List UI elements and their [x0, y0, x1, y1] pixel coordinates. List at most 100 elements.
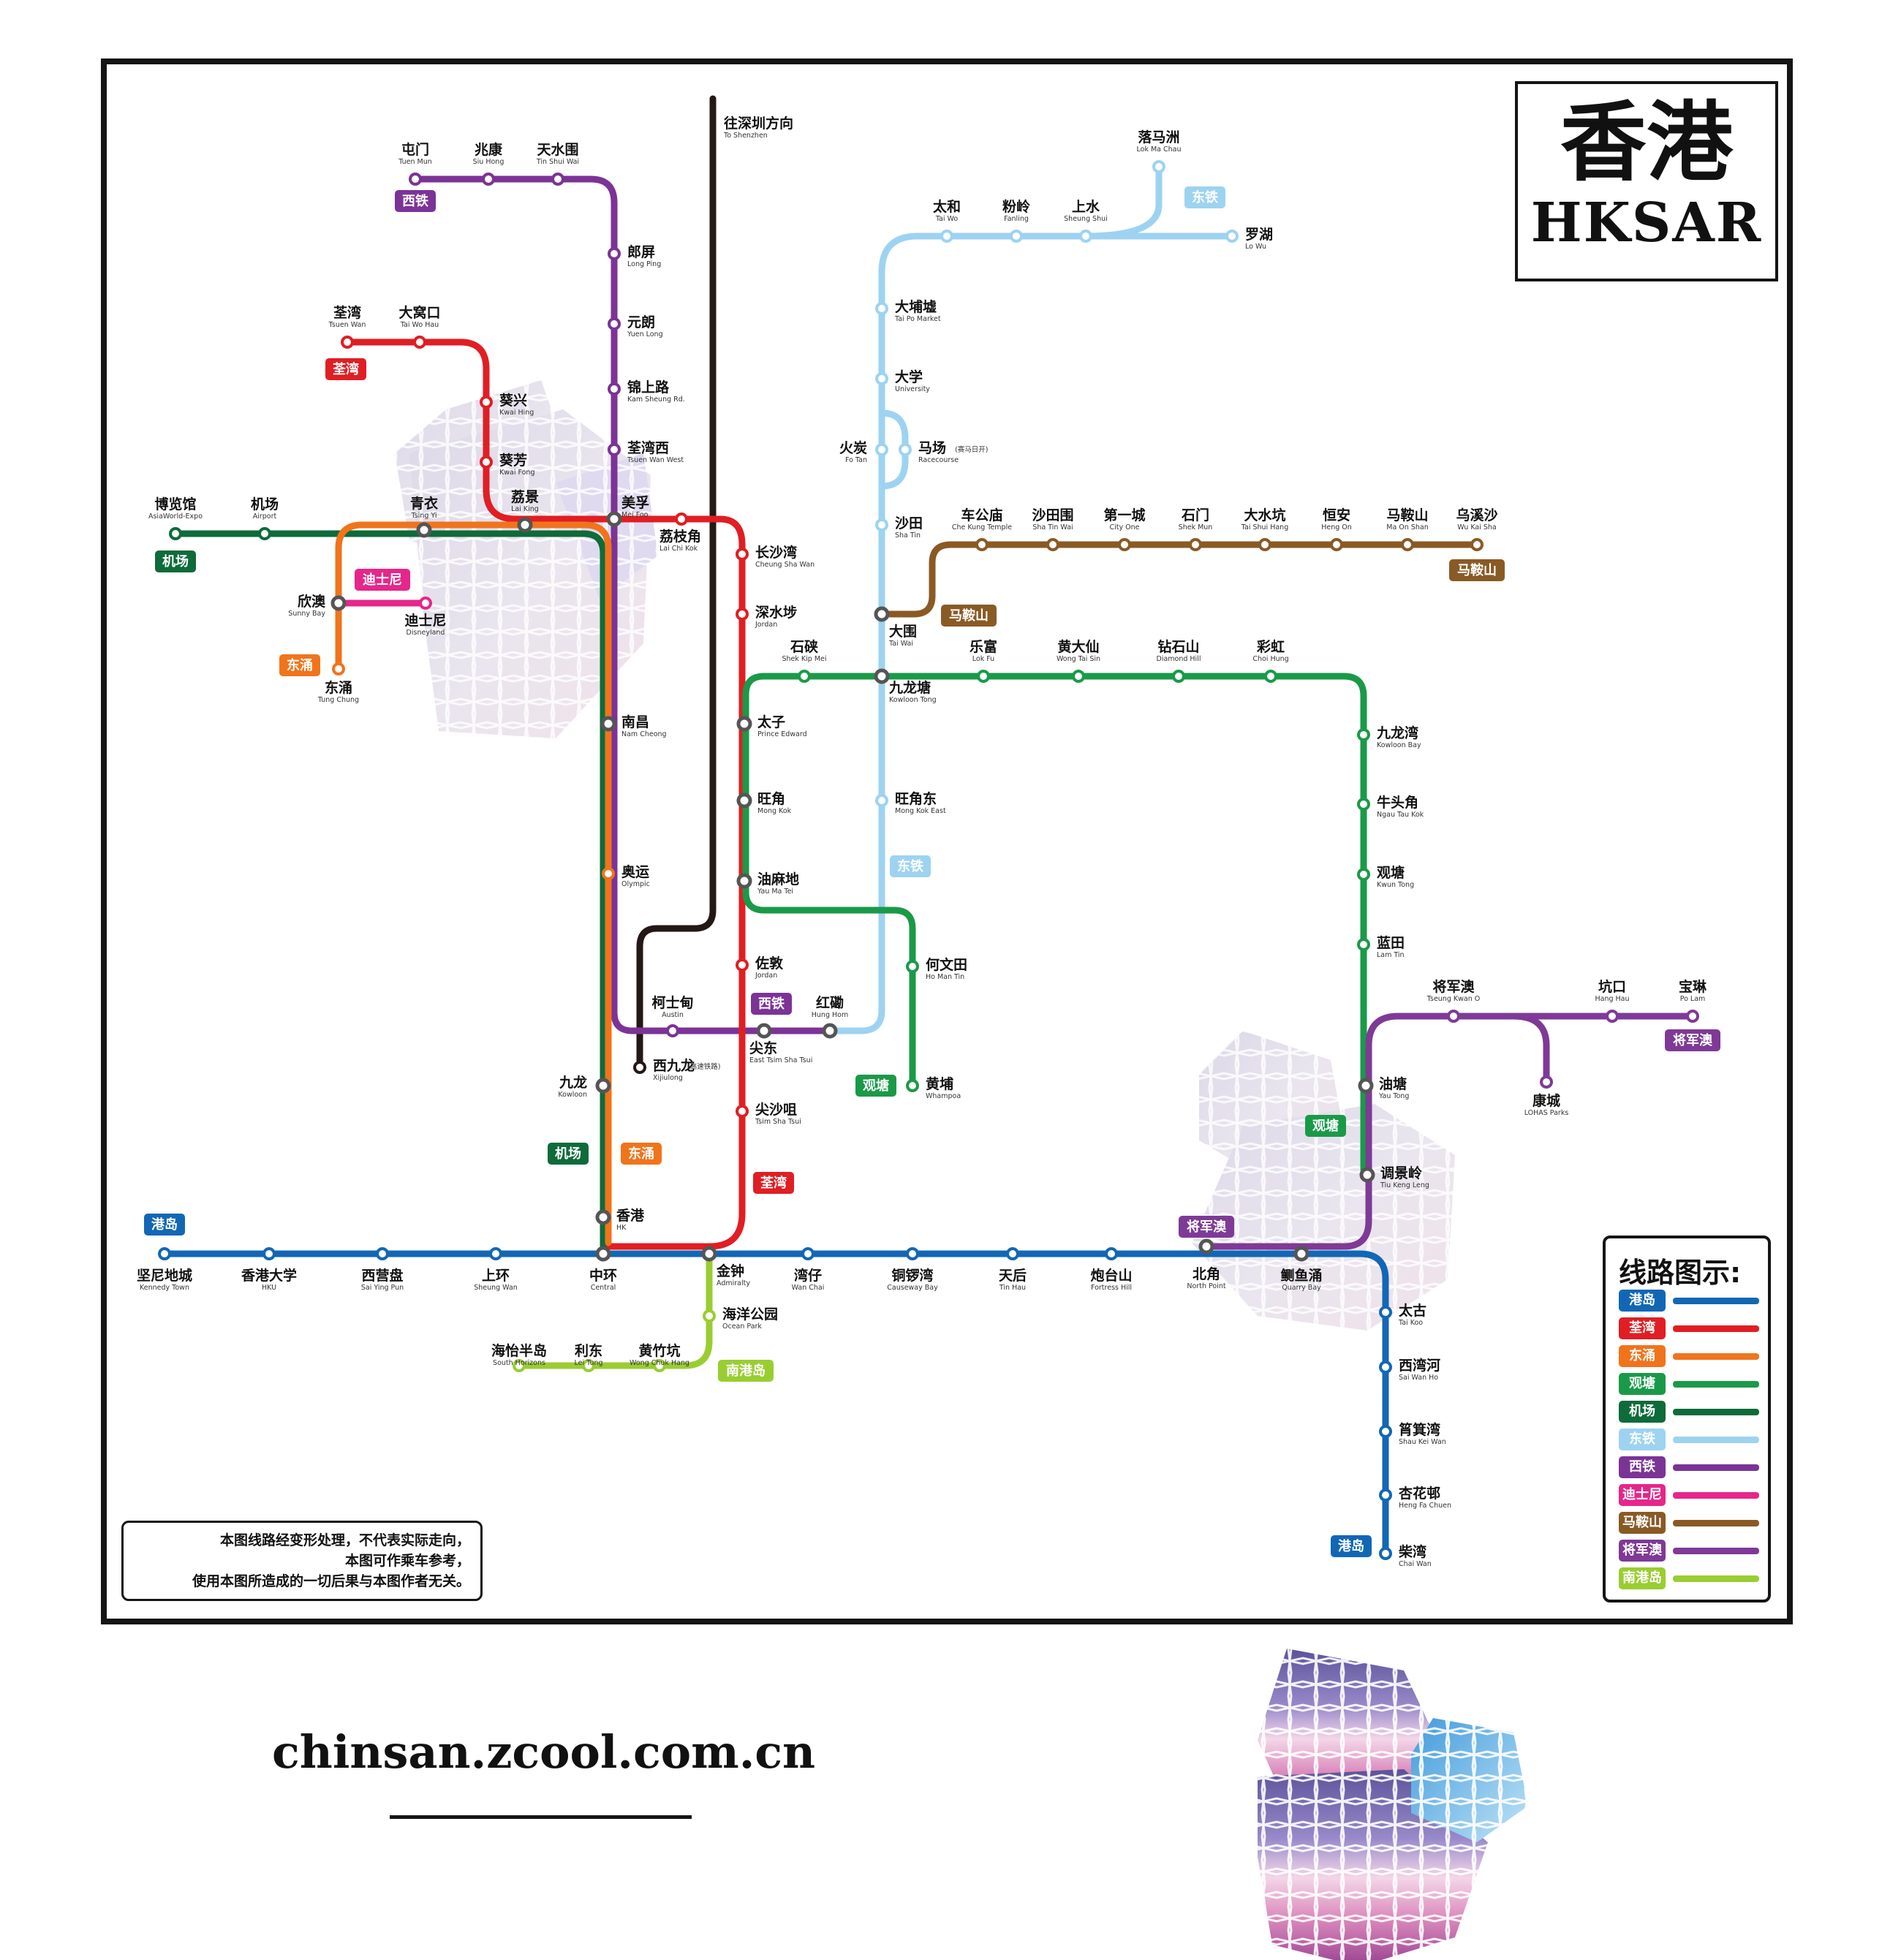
station-name[interactable]: 香港大学	[241, 1267, 297, 1284]
station-name[interactable]: 天后	[999, 1268, 1027, 1284]
station-marker[interactable]	[376, 1247, 389, 1260]
station-name[interactable]: 锦上路	[627, 379, 670, 396]
station-marker[interactable]	[158, 1247, 171, 1260]
station-name[interactable]: 深水埗	[755, 604, 797, 621]
station-name[interactable]: 天水围	[537, 142, 578, 158]
station-marker[interactable]	[1072, 670, 1085, 683]
station-marker[interactable]	[875, 443, 888, 456]
station-marker[interactable]	[1606, 1010, 1619, 1023]
station-marker[interactable]	[489, 1247, 502, 1260]
station-marker[interactable]	[1379, 1488, 1392, 1502]
station-marker[interactable]	[608, 247, 621, 260]
station-marker[interactable]	[1152, 160, 1165, 173]
station-name[interactable]: 九龙	[559, 1074, 587, 1091]
station-marker[interactable]	[1264, 670, 1277, 683]
station-marker[interactable]	[875, 518, 888, 531]
station-name[interactable]: 旺角	[757, 790, 785, 807]
station-name[interactable]: 第一城	[1103, 507, 1145, 523]
station-name[interactable]: 黄大仙	[1057, 638, 1099, 655]
station-name[interactable]: 马场	[918, 440, 946, 456]
station-name[interactable]: 中环	[589, 1267, 617, 1284]
station-name[interactable]: 奥运	[621, 863, 649, 880]
station-name[interactable]: 长沙湾	[755, 544, 797, 561]
station-name[interactable]: 鲗鱼涌	[1280, 1267, 1322, 1284]
station-marker[interactable]	[801, 1247, 815, 1260]
station-marker[interactable]	[480, 455, 493, 469]
station-name[interactable]: 屯门	[401, 141, 429, 158]
station-name[interactable]: 太子	[757, 714, 785, 730]
station-name[interactable]: 石硖	[790, 638, 818, 655]
station-marker[interactable]	[1198, 1238, 1214, 1255]
station-name[interactable]: 佐敦	[755, 955, 784, 972]
station-marker[interactable]	[1079, 230, 1092, 243]
station-marker[interactable]	[413, 336, 426, 349]
station-name[interactable]: 大水坑	[1244, 507, 1285, 523]
station-marker[interactable]	[874, 606, 890, 622]
station-name[interactable]: 太和	[933, 198, 961, 215]
station-marker[interactable]	[875, 372, 888, 385]
station-name[interactable]: 罗湖	[1245, 227, 1273, 243]
station-name[interactable]: 油麻地	[757, 871, 799, 888]
station-name[interactable]: 兆康	[475, 141, 503, 158]
station-name[interactable]: 坚尼地城	[137, 1267, 192, 1284]
station-name[interactable]: 荔景	[511, 489, 539, 505]
station-name[interactable]: 何文田	[926, 956, 967, 973]
station-marker[interactable]	[608, 443, 621, 456]
station-marker[interactable]	[1118, 538, 1131, 551]
station-marker[interactable]	[1258, 538, 1271, 551]
station-name[interactable]: 红磡	[816, 994, 844, 1011]
station-marker[interactable]	[1172, 670, 1185, 683]
station-name[interactable]: 博览馆	[154, 496, 196, 512]
station-marker[interactable]	[1401, 538, 1414, 551]
station-marker[interactable]	[1470, 538, 1484, 551]
station-marker[interactable]	[736, 792, 752, 809]
station-marker[interactable]	[940, 230, 953, 243]
station-marker[interactable]	[1357, 938, 1370, 951]
station-name[interactable]: 杏花邨	[1398, 1485, 1440, 1502]
station-marker[interactable]	[1358, 1078, 1374, 1094]
station-name[interactable]: 宝琳	[1679, 978, 1707, 995]
station-marker[interactable]	[1379, 1425, 1392, 1438]
station-marker[interactable]	[602, 867, 615, 880]
station-name[interactable]: 粉岭	[1002, 198, 1030, 215]
station-marker[interactable]	[653, 1359, 666, 1372]
station-name[interactable]: 乐富	[970, 638, 997, 655]
station-name[interactable]: 乌溪沙	[1456, 507, 1497, 523]
station-marker[interactable]	[1540, 1075, 1553, 1089]
station-marker[interactable]	[258, 527, 271, 540]
station-marker[interactable]	[736, 958, 749, 972]
station-marker[interactable]	[736, 716, 752, 732]
station-marker[interactable]	[600, 716, 616, 732]
station-name[interactable]: 炮台山	[1090, 1267, 1132, 1284]
station-name[interactable]: 西湾河	[1399, 1357, 1440, 1374]
station-name[interactable]: 火炭	[839, 440, 867, 456]
station-marker[interactable]	[1379, 1547, 1392, 1560]
station-name[interactable]: 九龙湾	[1376, 724, 1418, 741]
station-marker[interactable]	[330, 595, 347, 611]
station-marker[interactable]	[736, 1105, 749, 1118]
station-marker[interactable]	[416, 522, 432, 538]
station-name[interactable]: 上环	[482, 1268, 510, 1284]
station-name[interactable]: 金钟	[716, 1263, 744, 1279]
station-name[interactable]: 观塘	[1377, 864, 1405, 881]
station-name[interactable]: 尖沙咀	[755, 1101, 797, 1118]
station-name[interactable]: 大学	[895, 368, 923, 385]
station-name[interactable]: 沙田	[895, 515, 923, 531]
station-name[interactable]: 海怡半岛	[491, 1342, 547, 1359]
station-name[interactable]: 马鞍山	[1386, 507, 1428, 523]
station-name[interactable]: 钻石山	[1157, 638, 1199, 655]
station-name[interactable]: 油塘	[1379, 1075, 1407, 1092]
station-marker[interactable]	[1105, 1247, 1118, 1260]
station-name[interactable]: 筲箕湾	[1399, 1421, 1440, 1438]
station-marker[interactable]	[1293, 1246, 1309, 1262]
station-name[interactable]: 将军澳	[1432, 978, 1475, 995]
station-marker[interactable]	[798, 670, 811, 683]
station-marker[interactable]	[736, 873, 752, 889]
station-marker[interactable]	[906, 960, 919, 973]
station-marker[interactable]	[595, 1246, 611, 1262]
station-marker[interactable]	[1006, 1247, 1019, 1260]
station-name[interactable]: 九龙塘	[888, 679, 931, 696]
station-name[interactable]: 大围	[889, 623, 917, 640]
station-name[interactable]: 葵兴	[499, 392, 527, 409]
station-marker[interactable]	[608, 317, 621, 330]
